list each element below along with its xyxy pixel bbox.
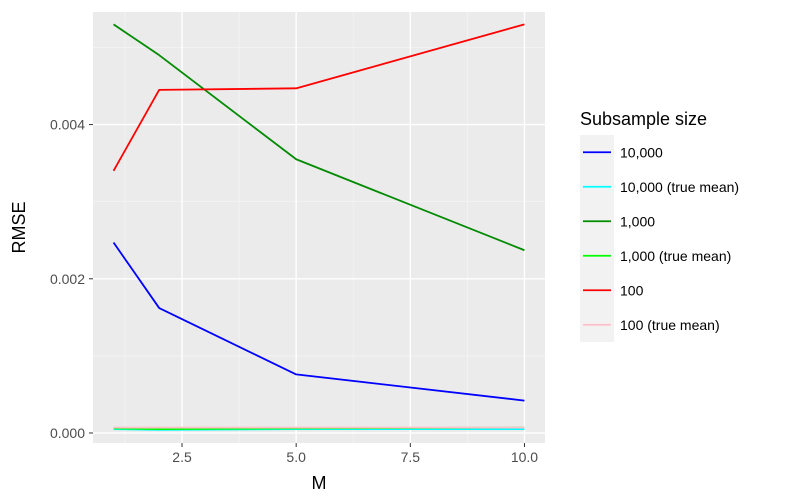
plot-panel (93, 12, 545, 443)
minor-gridlines (93, 12, 545, 443)
legend-label-2: 1,000 (620, 213, 655, 229)
major-gridlines (93, 12, 545, 443)
legend-label-0: 10,000 (620, 144, 663, 160)
x-axis: 2.5 5.0 7.5 10.0 (172, 443, 538, 465)
legend-label-1: 10,000 (true mean) (620, 179, 739, 195)
legend-label-4: 100 (620, 282, 644, 298)
x-tick-label: 5.0 (286, 449, 306, 465)
series-lines (112, 23, 525, 431)
legend-label-3: 1,000 (true mean) (620, 248, 731, 264)
x-tick-label: 2.5 (172, 449, 192, 465)
x-axis-title: M (312, 473, 327, 493)
legend-items: 10,000 10,000 (true mean) 1,000 1,000 (true… (580, 135, 739, 342)
series-line-2 (113, 23, 525, 252)
series-line-0 (112, 242, 525, 402)
y-tick-label: 0.002 (50, 271, 85, 287)
y-tick-label: 0.000 (50, 425, 85, 441)
x-tick-label: 7.5 (401, 449, 421, 465)
x-tick-label: 10.0 (511, 449, 538, 465)
legend-title: Subsample size (580, 109, 707, 129)
series-line-4 (112, 23, 525, 172)
y-axis-title: RMSE (9, 201, 29, 253)
y-tick-label: 0.004 (50, 117, 85, 133)
legend-label-5: 100 (true mean) (620, 317, 720, 333)
y-axis: 0.000 0.002 0.004 (50, 117, 93, 441)
